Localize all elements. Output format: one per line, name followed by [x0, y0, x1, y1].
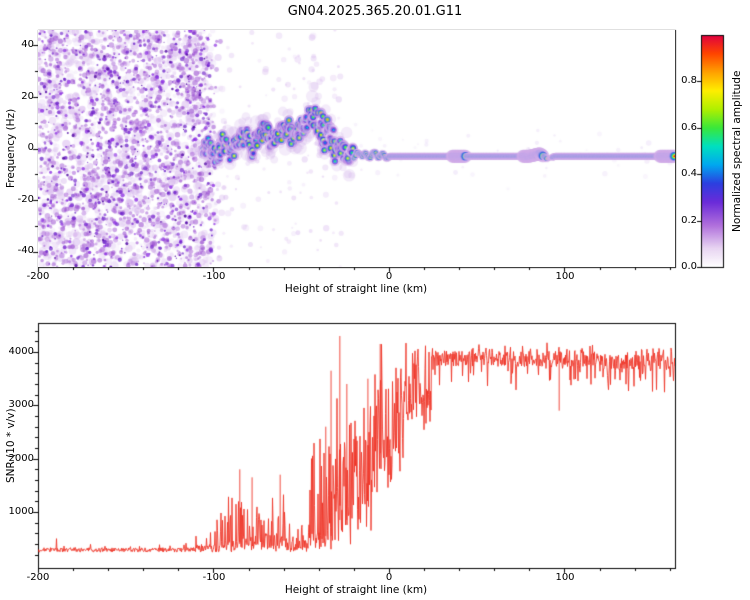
- snr-ylabel: SNR (10 * v/v): [5, 408, 17, 483]
- snr-xtick: -200: [26, 572, 50, 583]
- spec-ytick: 20: [21, 91, 34, 102]
- colorbar-label: Normalized spectral amplitude: [731, 70, 743, 232]
- spec-xtick: 100: [555, 271, 575, 282]
- spec-xlabel: Height of straight line (km): [284, 283, 428, 295]
- spec-ytick: 0: [27, 142, 34, 153]
- spec-xtick: -100: [202, 271, 226, 282]
- snr-ytick: 2000: [8, 453, 34, 464]
- snr-ytick: 4000: [8, 346, 34, 357]
- colorbar-tick: 0.4: [681, 168, 697, 179]
- spec-xtick: -200: [26, 271, 50, 282]
- snr-plot: [38, 323, 675, 568]
- snr-xtick: -100: [202, 572, 226, 583]
- colorbar-tick: 0.6: [681, 122, 697, 133]
- colorbar-tick: 0.0: [681, 261, 697, 272]
- snr-xtick: 0: [385, 572, 393, 583]
- spec-ytick: 40: [21, 39, 34, 50]
- spectrogram-plot: [38, 30, 675, 267]
- spec-ylabel: Frequency (Hz): [5, 108, 17, 189]
- spec-ytick: -40: [17, 245, 34, 256]
- snr-ytick: 1000: [8, 506, 34, 517]
- spec-ytick: -20: [17, 194, 34, 205]
- snr-ytick: 3000: [8, 399, 34, 410]
- colorbar-tick: 0.8: [681, 75, 697, 86]
- snr-xlabel: Height of straight line (km): [284, 584, 428, 596]
- spec-xtick: 0: [385, 271, 393, 282]
- colorbar-tick: 0.2: [681, 215, 697, 226]
- snr-xtick: 100: [555, 572, 575, 583]
